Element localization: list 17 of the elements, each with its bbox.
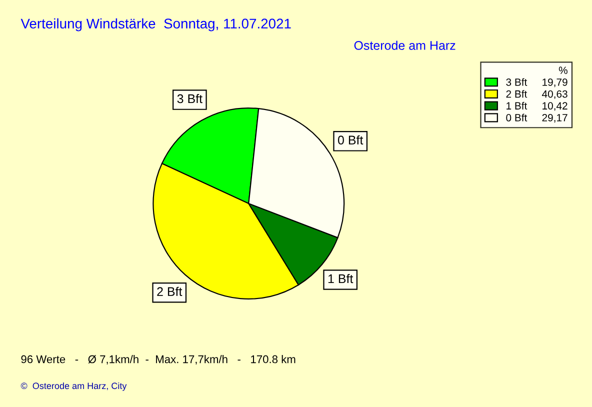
legend-label: 1 Bft (506, 102, 528, 110)
legend-label: 0 Bft (506, 114, 528, 122)
legend-label: 3 Bft (506, 78, 528, 86)
legend-label: 2 Bft (506, 90, 528, 98)
text: © Osterode am Harz, City (20, 382, 127, 391)
slice-label: 2 Bft (157, 286, 182, 296)
chart-subtitle: Osterode am Harz (354, 40, 456, 50)
data-label: 10,42 (542, 102, 568, 111)
chart-title: Verteilung Windstärke Sonntag, 11.07.2021 (20, 18, 291, 32)
legend-title: % (558, 66, 568, 74)
data-label: 19,79 (542, 78, 568, 88)
data-label: 40,63 (542, 90, 568, 99)
slice-label: 3 Bft (177, 94, 202, 104)
text: 96 Werte - Ø 7,1km/h - Max. 17,7km/h - 170.8 km (21, 355, 296, 364)
slice-label: 0 Bft (338, 135, 364, 145)
data-label: 29,17 (542, 114, 568, 123)
slice-label: 1 Bft (328, 274, 354, 284)
